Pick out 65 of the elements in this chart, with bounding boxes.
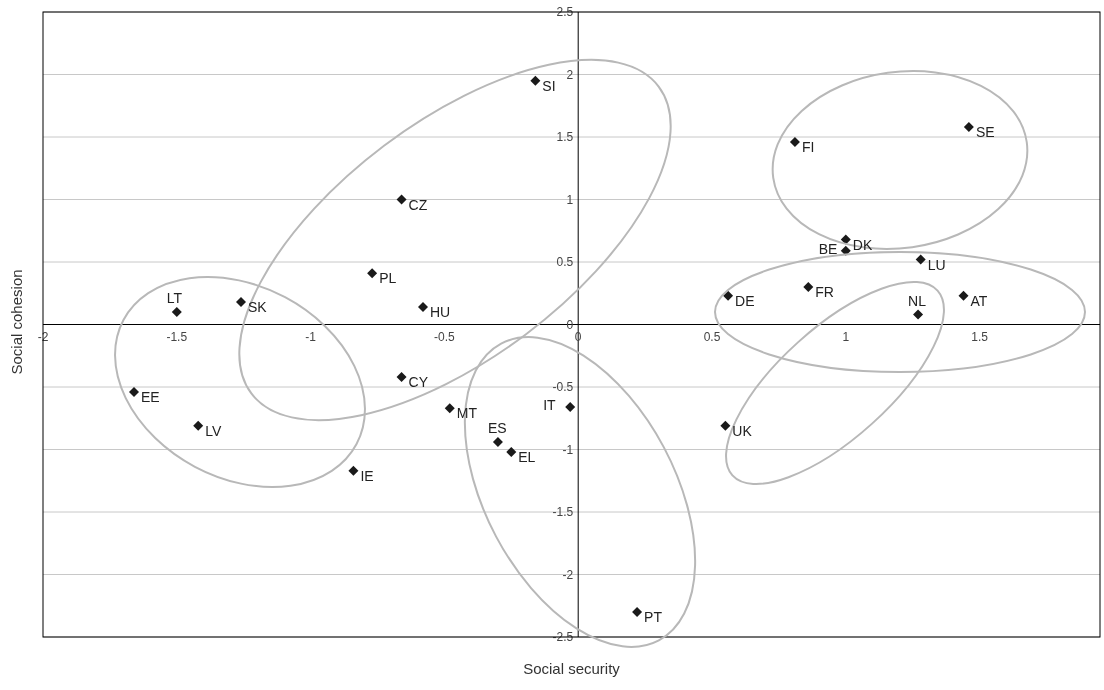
annotation: UK: [732, 422, 753, 439]
point: [171, 307, 182, 317]
point: [789, 137, 800, 147]
annotation: SI: [542, 77, 556, 94]
point: [915, 254, 926, 265]
annotation: LV: [205, 422, 222, 439]
annotation: PL: [379, 270, 397, 287]
x-tick-label: 1.5: [971, 329, 989, 344]
annotation: MT: [456, 405, 478, 422]
x-axis-title: Social security: [523, 660, 621, 677]
y-tick-label: -1: [562, 442, 574, 457]
point: [348, 465, 359, 476]
x-tick-label: -1.5: [166, 329, 188, 344]
annotation: ES: [487, 420, 507, 436]
annotation: FR: [815, 284, 834, 300]
point: [530, 75, 541, 86]
annotation: EL: [518, 449, 536, 465]
point: [958, 290, 969, 301]
point: [444, 403, 455, 414]
annotation: CY: [408, 374, 429, 390]
point: [963, 122, 974, 132]
point: [632, 607, 643, 617]
point: [803, 282, 814, 292]
y-tick-label: -1.5: [552, 505, 574, 519]
annotation: DE: [735, 292, 755, 309]
point: [913, 309, 924, 320]
annotation: BE: [818, 240, 838, 257]
x-tick-label: 1: [842, 329, 850, 344]
annotation: DK: [852, 236, 873, 253]
point: [367, 268, 378, 279]
point: [723, 290, 734, 301]
annotation: EE: [140, 389, 160, 405]
annotation: LU: [927, 256, 946, 273]
y-tick-label: 0.5: [556, 255, 574, 269]
point: [396, 372, 407, 382]
y-tick-label: 1: [566, 192, 574, 207]
point: [492, 437, 503, 447]
annotation: IT: [543, 397, 557, 413]
annotation: IE: [360, 467, 374, 484]
annotation: SE: [975, 124, 995, 140]
annotation: PT: [644, 609, 663, 625]
x-tick-label: -0.5: [434, 329, 456, 344]
annotation: AT: [970, 292, 988, 309]
y-tick-label: 2: [566, 67, 574, 82]
point: [506, 447, 517, 457]
point: [396, 194, 407, 205]
point: [840, 234, 851, 245]
annotation: LT: [166, 290, 183, 306]
annotation: CZ: [408, 196, 428, 213]
annotation: FI: [801, 139, 815, 155]
point: [193, 420, 204, 431]
point: [236, 297, 247, 307]
y-tick-label: -0.5: [552, 380, 574, 394]
point: [565, 402, 576, 412]
y-axis-title: Social cohesion: [8, 269, 26, 375]
x-tick-label: -1: [305, 329, 317, 344]
annotation: SK: [248, 299, 268, 315]
point: [720, 420, 731, 431]
y-tick-label: 1.5: [556, 130, 574, 144]
point: [417, 302, 428, 312]
annotation: NL: [908, 292, 927, 309]
annotation: HU: [429, 304, 451, 320]
point: [128, 387, 139, 397]
y-tick-label: -2: [562, 567, 574, 582]
x-tick-label: 0.5: [703, 329, 721, 344]
